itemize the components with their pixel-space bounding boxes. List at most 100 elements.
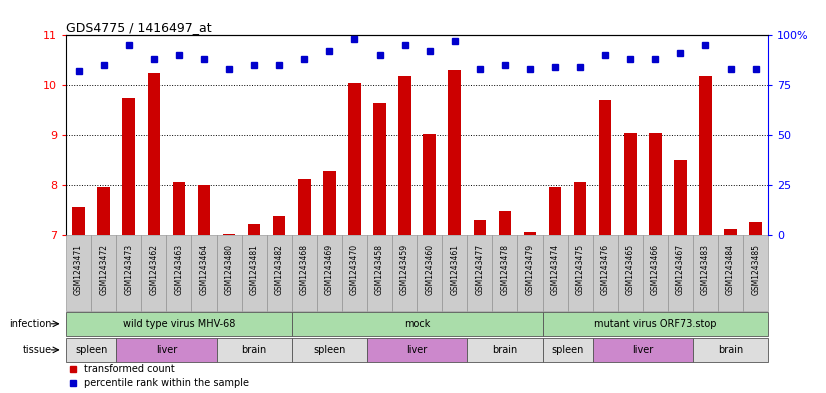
Text: brain: brain — [241, 345, 267, 355]
Bar — [241, 235, 267, 311]
Text: liver: liver — [632, 345, 653, 355]
Bar — [492, 235, 517, 311]
Bar — [668, 235, 693, 311]
Bar — [141, 235, 166, 311]
Text: spleen: spleen — [313, 345, 345, 355]
Bar — [317, 235, 342, 311]
Bar — [267, 235, 292, 311]
Text: GSM1243472: GSM1243472 — [99, 244, 108, 295]
Text: GSM1243479: GSM1243479 — [525, 244, 534, 295]
Bar — [298, 179, 311, 235]
Text: liver: liver — [406, 345, 428, 355]
Bar — [116, 338, 216, 362]
Text: GSM1243473: GSM1243473 — [124, 244, 133, 295]
Bar — [66, 235, 91, 311]
Bar — [749, 222, 762, 235]
Text: GSM1243466: GSM1243466 — [651, 244, 660, 295]
Bar — [543, 235, 567, 311]
Bar — [524, 232, 536, 235]
Text: GSM1243476: GSM1243476 — [601, 244, 610, 295]
Text: tissue: tissue — [23, 345, 52, 355]
Bar — [674, 160, 686, 235]
Text: GSM1243464: GSM1243464 — [200, 244, 208, 295]
Bar — [424, 134, 436, 235]
Bar — [66, 338, 116, 362]
Bar — [148, 73, 160, 235]
Bar — [574, 182, 586, 235]
Bar — [543, 312, 768, 336]
Bar — [743, 235, 768, 311]
Bar — [292, 235, 317, 311]
Bar — [197, 185, 211, 235]
Bar — [718, 235, 743, 311]
Text: GSM1243471: GSM1243471 — [74, 244, 83, 295]
Text: GSM1243478: GSM1243478 — [501, 244, 510, 295]
Text: wild type virus MHV-68: wild type virus MHV-68 — [123, 319, 235, 329]
Bar — [548, 187, 562, 235]
Bar — [73, 208, 85, 235]
Bar — [173, 182, 185, 235]
Bar — [192, 235, 216, 311]
Text: spleen: spleen — [552, 345, 584, 355]
Text: mock: mock — [404, 319, 430, 329]
Text: GSM1243484: GSM1243484 — [726, 244, 735, 295]
Bar — [517, 235, 543, 311]
Bar — [624, 132, 637, 235]
Text: GSM1243482: GSM1243482 — [275, 244, 283, 295]
Text: GSM1243463: GSM1243463 — [174, 244, 183, 295]
Text: GSM1243462: GSM1243462 — [150, 244, 159, 295]
Bar — [349, 83, 361, 235]
Bar — [567, 235, 593, 311]
Text: mutant virus ORF73.stop: mutant virus ORF73.stop — [594, 319, 717, 329]
Bar — [122, 98, 135, 235]
Bar — [367, 338, 468, 362]
Bar — [292, 338, 367, 362]
Bar — [543, 338, 593, 362]
Bar — [373, 103, 386, 235]
Bar — [342, 235, 367, 311]
Text: GSM1243475: GSM1243475 — [576, 244, 585, 295]
Bar — [216, 338, 292, 362]
Bar — [473, 220, 486, 235]
Text: GSM1243470: GSM1243470 — [350, 244, 359, 295]
Text: liver: liver — [156, 345, 177, 355]
Bar — [724, 229, 737, 235]
Text: GSM1243469: GSM1243469 — [325, 244, 334, 295]
Bar — [693, 235, 718, 311]
Text: GSM1243474: GSM1243474 — [551, 244, 559, 295]
Bar — [323, 171, 335, 235]
Bar — [593, 235, 618, 311]
Text: GSM1243468: GSM1243468 — [300, 244, 309, 295]
Bar — [693, 338, 768, 362]
Bar — [392, 235, 417, 311]
Text: spleen: spleen — [75, 345, 107, 355]
Bar — [700, 76, 712, 235]
Bar — [116, 235, 141, 311]
Text: brain: brain — [718, 345, 743, 355]
Bar — [649, 132, 662, 235]
Bar — [216, 235, 241, 311]
Bar — [367, 235, 392, 311]
Bar — [449, 70, 461, 235]
Text: GSM1243483: GSM1243483 — [701, 244, 710, 295]
Bar — [398, 76, 411, 235]
Bar — [417, 235, 442, 311]
Bar — [618, 235, 643, 311]
Text: GSM1243477: GSM1243477 — [475, 244, 484, 295]
Text: GSM1243485: GSM1243485 — [751, 244, 760, 295]
Bar — [223, 234, 235, 235]
Bar — [442, 235, 468, 311]
Bar — [91, 235, 116, 311]
Bar — [468, 338, 543, 362]
Text: transformed count: transformed count — [83, 364, 174, 374]
Bar — [468, 235, 492, 311]
Text: GSM1243465: GSM1243465 — [626, 244, 634, 295]
Bar — [593, 338, 693, 362]
Text: GSM1243458: GSM1243458 — [375, 244, 384, 295]
Text: percentile rank within the sample: percentile rank within the sample — [83, 378, 249, 388]
Bar — [248, 224, 260, 235]
Text: GSM1243467: GSM1243467 — [676, 244, 685, 295]
Bar — [643, 235, 668, 311]
Text: GSM1243459: GSM1243459 — [400, 244, 409, 295]
Bar — [66, 312, 292, 336]
